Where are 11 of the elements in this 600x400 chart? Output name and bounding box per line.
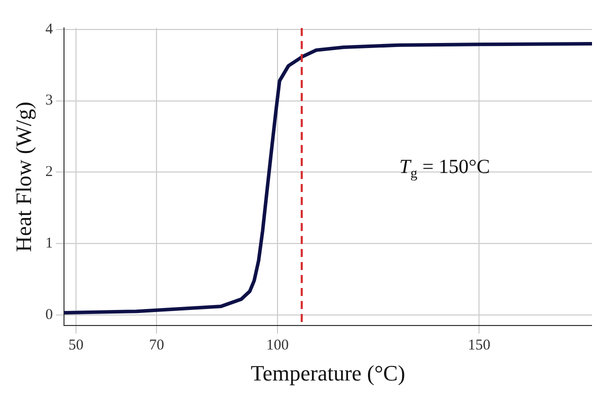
- y-tick-label: 1: [45, 235, 53, 252]
- y-axis-title: Heat Flow (W/g): [10, 102, 36, 252]
- y-tick-label: 4: [45, 21, 54, 38]
- y-tick-label: 0: [45, 306, 53, 323]
- x-axis-title: Temperature (°C): [250, 360, 406, 386]
- x-tick-label: 100: [266, 338, 289, 354]
- y-tick-label: 3: [45, 92, 53, 109]
- x-tick-label: 70: [149, 338, 164, 354]
- x-tick-label: 150: [468, 338, 490, 354]
- y-tick-label: 2: [45, 164, 53, 180]
- x-tick-label: 50: [68, 338, 84, 354]
